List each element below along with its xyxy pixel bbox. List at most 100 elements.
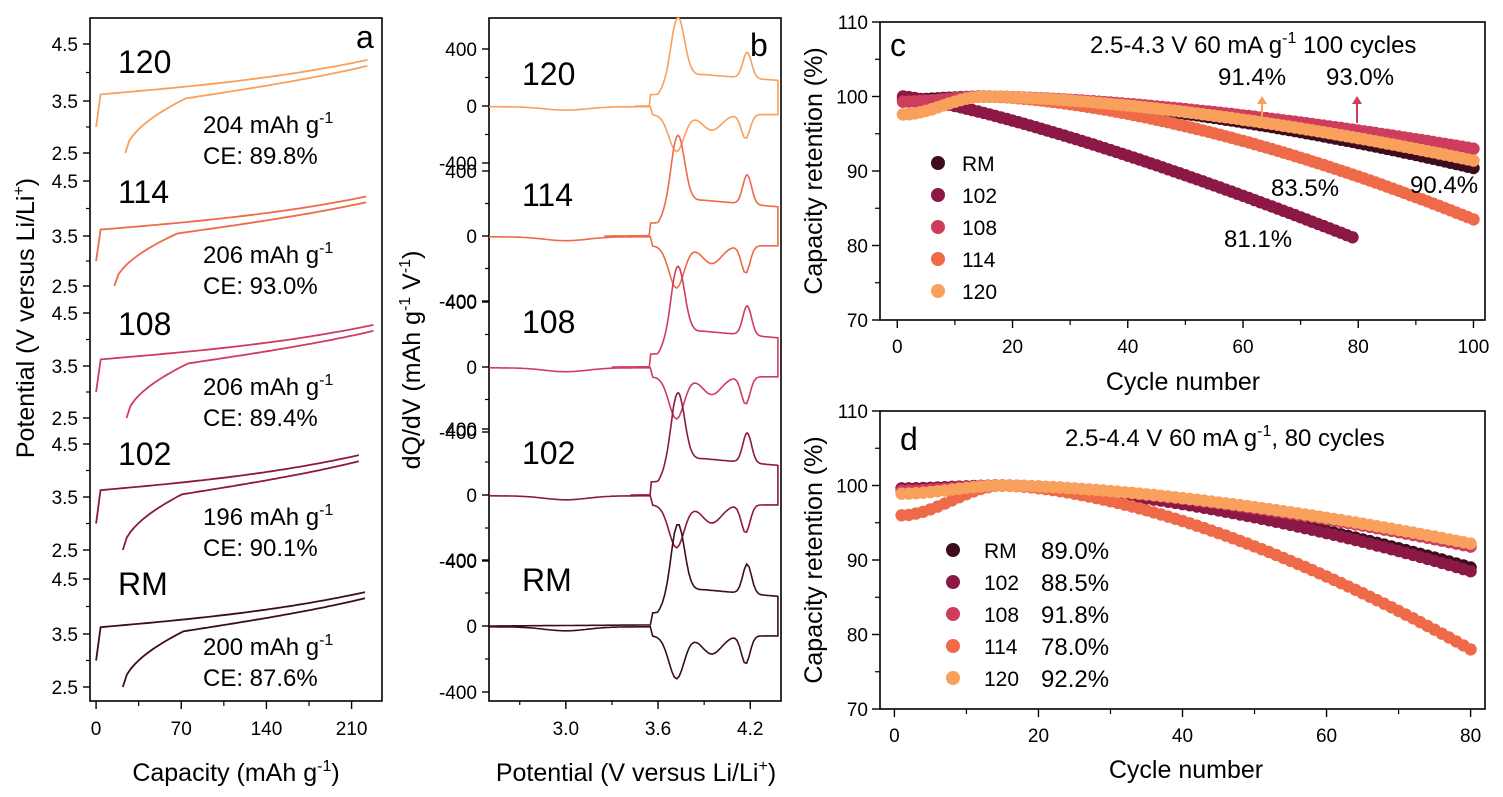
- series-102: [896, 90, 1359, 244]
- panel-a-charge-curve-102: [95, 454, 360, 524]
- panel-a-charge-curve-108: [95, 324, 374, 393]
- annotation-label: 91.4%: [1218, 64, 1286, 91]
- annotation-label: 90.4%: [1410, 172, 1478, 199]
- panel-a-y-tick-label: 3.5: [52, 625, 78, 646]
- panel-a-sample-label: 114: [118, 174, 169, 210]
- panel-a-capacity-value: 200 mAh g: [203, 634, 319, 661]
- x-tick-label: 0: [892, 337, 903, 358]
- legend-label: 120: [962, 281, 997, 304]
- panel-a-capacity-sup: -1: [319, 372, 333, 389]
- x-tick-label: 80: [1348, 337, 1369, 358]
- panel-a-ce-label: CE: 90.1%: [203, 535, 318, 562]
- panel-a-x-ticks: 0 70 140 210: [91, 701, 367, 740]
- panel-a-x-tick-label: 0: [91, 719, 102, 740]
- annotation-label: 83.5%: [1271, 175, 1339, 202]
- panel-b-y-tick-label: -400: [439, 683, 477, 704]
- panel-b-x-tick-label: 3.6: [645, 719, 671, 740]
- data-point: [1467, 154, 1480, 167]
- legend-label: 102: [984, 572, 1019, 595]
- x-tick-label: 0: [889, 726, 900, 747]
- legend-label: RM: [984, 540, 1017, 563]
- x-tick-label: 60: [1232, 337, 1253, 358]
- panel-a-frame: [89, 17, 383, 702]
- panel-b-dqdv: b 4000-4004000-4004000-4004000-4004000-4…: [397, 16, 782, 787]
- panel-a-voltage-profiles: a 2.53.54.52.53.54.52.53.54.52.53.54.52.…: [11, 17, 383, 787]
- y-tick-label: 90: [847, 551, 868, 572]
- panel-b-cv-curve-108: [489, 265, 779, 421]
- panel-d-frame: [879, 410, 1486, 710]
- panel-b-y-tick-label: 400: [445, 162, 477, 183]
- panel-d-y-axis-label: Capacity retention (%): [800, 436, 828, 683]
- series-120: [895, 479, 1477, 550]
- panel-a-y-tick-label: 4.5: [52, 172, 78, 193]
- panel-a-discharge-curve-114: [113, 201, 367, 287]
- panel-a-sample-label: RM: [118, 566, 168, 602]
- series-120: [896, 90, 1480, 167]
- panel-a-capacity-label: 196 mAh g-1: [203, 502, 333, 531]
- panel-b-y-tick-label: 0: [466, 227, 477, 248]
- panel-a-ce-label: CE: 89.8%: [203, 143, 318, 170]
- legend-label: 114: [984, 636, 1018, 659]
- panel-b-y-tick-label: 0: [466, 358, 477, 379]
- panel-a-y-ticks: 2.5 3.5 4.5 2.5 3.5 4.5 2.5 3.5 4.5 2.5 3.5 4.5 2.5 3…: [52, 35, 90, 699]
- legend-marker-108: [946, 607, 960, 621]
- panel-a-x-tick-label: 140: [251, 719, 283, 740]
- panel-d-ticks: 0 20 40 60 80 70 80 90 100 110: [836, 402, 1481, 747]
- panel-c-ticks: 0 20 40 60 80 100 70 80 90 100 110: [836, 13, 1489, 358]
- panel-b-y-tick-label: 400: [445, 420, 477, 441]
- panel-b-y-axis-label: dQ/dV (mAh g-1 V-1): [397, 251, 426, 470]
- legend-retention-value: 78.0%: [1041, 634, 1109, 661]
- panel-b-sample-label: 102: [522, 435, 575, 471]
- panel-a-charge-curve-120: [95, 59, 368, 128]
- y-tick-label: 110: [838, 402, 868, 423]
- data-point: [1346, 231, 1359, 244]
- x-tick-label: 80: [1460, 726, 1481, 747]
- y-tick-label: 70: [847, 311, 868, 332]
- panel-a-capacity-sup: -1: [319, 632, 333, 649]
- y-tick-label: 100: [836, 88, 868, 109]
- panel-b-y-tick-label: -400: [439, 154, 477, 175]
- x-tick-label: 40: [1172, 726, 1193, 747]
- panel-a-capacity-label: 204 mAh g-1: [203, 110, 333, 139]
- panel-a-capacity-value: 206 mAh g: [203, 374, 319, 401]
- legend-marker-102: [931, 188, 945, 202]
- panel-a-ce-label: CE: 87.6%: [203, 665, 318, 692]
- panel-b-x-tick-label: 4.2: [737, 719, 763, 740]
- legend-retention-value: 92.2%: [1041, 666, 1109, 693]
- panel-b-y-tick-label: -400: [439, 423, 477, 444]
- panel-a-sample-label: 108: [118, 306, 171, 342]
- legend-label: 108: [962, 217, 997, 240]
- panel-a-y-tick-label: 3.5: [52, 357, 78, 378]
- panel-c-x-axis-label: Cycle number: [1106, 368, 1260, 396]
- y-tick-label: 80: [847, 237, 868, 258]
- legend-label: 114: [962, 249, 996, 272]
- panel-a-capacity-value: 206 mAh g: [203, 242, 319, 269]
- panel-a-sample-label: 120: [118, 44, 171, 80]
- panel-b-x-ticks: 3.0 3.6 4.2: [519, 701, 763, 740]
- panel-b-y-tick-label: 400: [445, 551, 477, 572]
- panel-a-x-tick-label: 70: [171, 719, 192, 740]
- panel-a-ce-label: CE: 93.0%: [203, 273, 318, 300]
- panel-a-capacity-label: 200 mAh g-1: [203, 632, 333, 661]
- annotation-arrowhead: [1257, 96, 1267, 104]
- panel-b-sample-label: 108: [522, 304, 575, 340]
- panel-a-y-tick-label: 2.5: [52, 144, 78, 165]
- panel-a-letter: a: [356, 19, 374, 55]
- panel-a-capacity-label: 206 mAh g-1: [203, 372, 333, 401]
- panel-a-y-tick-label: 2.5: [52, 277, 78, 298]
- x-tick-label: 20: [1028, 726, 1049, 747]
- panel-c-title: 2.5-4.3 V 60 mA g-1 100 cycles: [1090, 30, 1416, 59]
- panel-a-capacity-sup: -1: [319, 110, 333, 127]
- panel-a-sample-label: 102: [118, 436, 171, 472]
- y-tick-label: 100: [836, 477, 868, 498]
- legend-marker-120: [931, 284, 945, 298]
- panel-b-y-tick-label: 0: [466, 97, 477, 118]
- panel-a-x-axis-label: Capacity (mAh g-1): [132, 758, 339, 787]
- panel-a-y-tick-label: 4.5: [52, 570, 78, 591]
- x-tick-label: 40: [1117, 337, 1138, 358]
- panel-a-charge-curve-114: [95, 195, 367, 262]
- legend-marker-RM: [946, 543, 960, 557]
- legend-marker-102: [946, 575, 960, 589]
